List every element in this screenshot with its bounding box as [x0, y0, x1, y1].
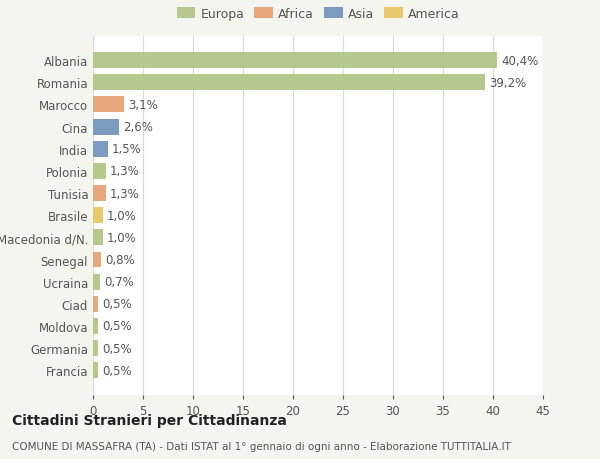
Text: 0,8%: 0,8%: [105, 253, 134, 266]
Bar: [93, 141, 108, 157]
Text: 0,5%: 0,5%: [102, 320, 131, 333]
Bar: [93, 296, 98, 312]
Text: 2,6%: 2,6%: [123, 121, 153, 134]
Text: 1,5%: 1,5%: [112, 143, 142, 156]
Bar: [93, 119, 119, 135]
Text: 0,7%: 0,7%: [104, 275, 134, 289]
Text: COMUNE DI MASSAFRA (TA) - Dati ISTAT al 1° gennaio di ogni anno - Elaborazione T: COMUNE DI MASSAFRA (TA) - Dati ISTAT al …: [12, 441, 511, 451]
Text: Cittadini Stranieri per Cittadinanza: Cittadini Stranieri per Cittadinanza: [12, 413, 287, 427]
Text: 39,2%: 39,2%: [489, 77, 526, 90]
Text: 1,3%: 1,3%: [110, 165, 140, 178]
Text: 40,4%: 40,4%: [501, 55, 538, 67]
Bar: [93, 97, 124, 113]
Bar: [93, 319, 98, 334]
Bar: [93, 185, 106, 202]
Bar: [93, 208, 103, 224]
Text: 0,5%: 0,5%: [102, 342, 131, 355]
Bar: [93, 252, 101, 268]
Bar: [93, 341, 98, 356]
Bar: [93, 230, 103, 246]
Bar: [93, 163, 106, 179]
Bar: [93, 53, 497, 69]
Text: 1,0%: 1,0%: [107, 209, 137, 222]
Bar: [93, 274, 100, 290]
Text: 3,1%: 3,1%: [128, 99, 158, 112]
Bar: [93, 75, 485, 91]
Text: 0,5%: 0,5%: [102, 364, 131, 377]
Text: 1,0%: 1,0%: [107, 231, 137, 244]
Bar: [93, 363, 98, 379]
Legend: Europa, Africa, Asia, America: Europa, Africa, Asia, America: [174, 6, 462, 23]
Text: 1,3%: 1,3%: [110, 187, 140, 200]
Text: 0,5%: 0,5%: [102, 298, 131, 311]
